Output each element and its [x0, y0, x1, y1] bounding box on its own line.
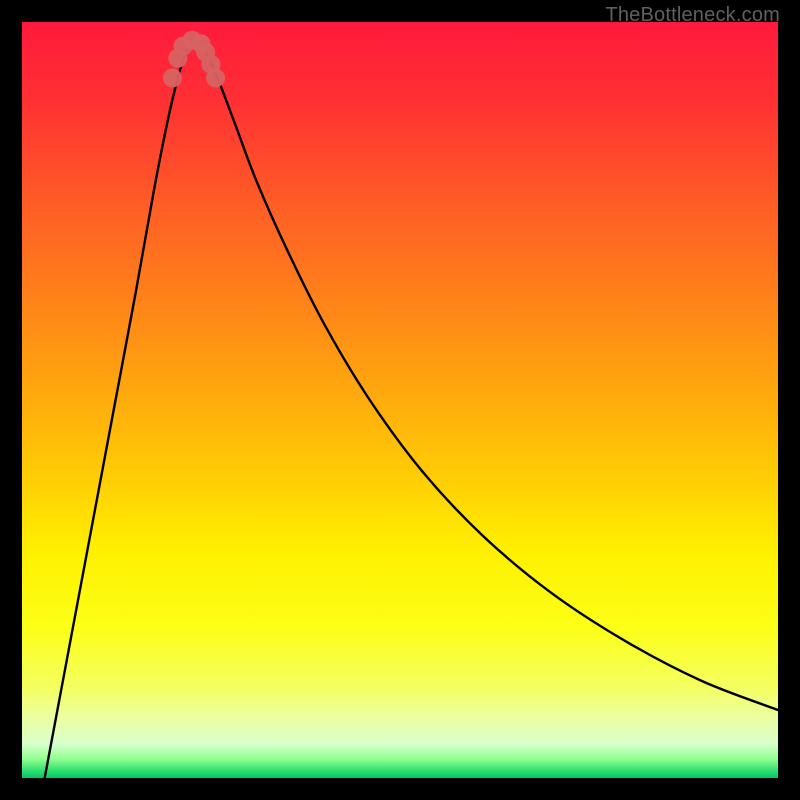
scatter-point	[206, 68, 225, 87]
plot-area	[22, 22, 778, 778]
watermark-label: TheBottleneck.com	[605, 4, 780, 27]
scatter-point	[163, 68, 182, 87]
bottleneck-chart-svg	[22, 22, 778, 778]
chart-container: TheBottleneck.com	[0, 0, 800, 800]
gradient-background	[22, 22, 778, 778]
